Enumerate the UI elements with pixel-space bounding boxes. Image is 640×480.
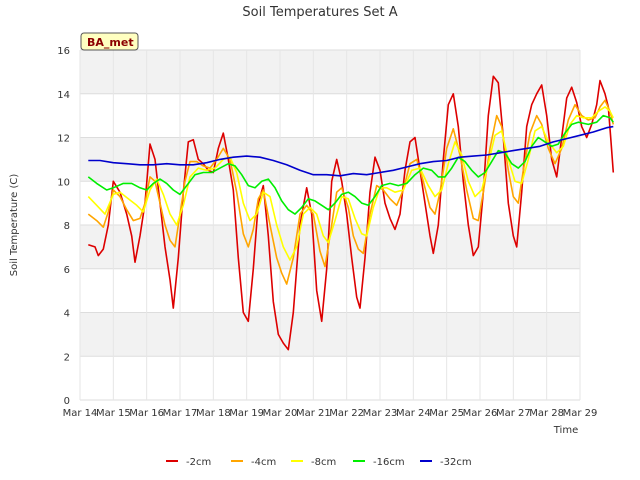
x-tick-label: Mar 22 — [329, 408, 364, 419]
plot-background — [79, 49, 581, 401]
legend-label: -2cm — [186, 457, 211, 468]
legend-item: -8cm — [291, 457, 336, 468]
badge-label: BA_met — [87, 36, 134, 49]
badge-box — [80, 32, 139, 51]
chart-title: Soil Temperatures Set A — [242, 5, 397, 20]
y-tick-label: 8 — [64, 221, 70, 232]
x-tick-label: Mar 20 — [263, 408, 298, 419]
legend: -2cm -4cm -8cm -16cm -32cm — [166, 457, 472, 468]
x-tick-label: Mar 27 — [496, 408, 531, 419]
y-tick-label: 12 — [57, 134, 70, 145]
x-tick-label: Mar 18 — [196, 408, 231, 419]
badge: BA_met — [80, 32, 139, 51]
y-tick-label: 0 — [64, 396, 70, 407]
y-axis-ticks: 0 2 4 6 8 10 12 14 16 — [57, 46, 70, 407]
x-tick-label: Mar 14 — [63, 408, 98, 419]
series-line-minus32cm — [88, 125, 614, 177]
x-axis-label: Time — [553, 425, 578, 436]
y-tick-label: 4 — [64, 309, 70, 320]
grid-band — [80, 312, 580, 357]
legend-label: -8cm — [311, 457, 336, 468]
y-tick-label: 16 — [57, 46, 70, 57]
y-tick-label: 14 — [57, 90, 70, 101]
legend-item: -32cm — [420, 457, 472, 468]
series-line-minus2cm — [88, 75, 615, 351]
legend-label: -16cm — [373, 457, 405, 468]
x-tick-label: Mar 16 — [129, 408, 164, 419]
x-tick-label: Mar 15 — [96, 408, 131, 419]
x-tick-label: Mar 25 — [429, 408, 464, 419]
legend-label: -32cm — [440, 457, 472, 468]
series-lines — [87, 75, 615, 351]
series-line-minus4cm — [87, 99, 615, 285]
legend-item: -2cm — [166, 457, 211, 468]
y-tick-label: 6 — [64, 265, 70, 276]
y-tick-label: 2 — [64, 352, 70, 363]
series-line-minus16cm — [87, 114, 614, 215]
x-tick-label: Mar 24 — [396, 408, 431, 419]
x-tick-label: Mar 17 — [163, 408, 198, 419]
x-tick-label: Mar 19 — [229, 408, 264, 419]
x-tick-label: Mar 28 — [529, 408, 564, 419]
x-tick-label: Mar 26 — [463, 408, 498, 419]
grid-band — [80, 137, 580, 182]
legend-item: -4cm — [231, 457, 276, 468]
y-tick-label: 10 — [57, 177, 70, 188]
x-tick-label: Mar 23 — [363, 408, 398, 419]
y-axis-label: Soil Temperature (C) — [9, 174, 20, 277]
legend-label: -4cm — [251, 457, 276, 468]
x-tick-label: Mar 21 — [296, 408, 331, 419]
legend-item: -16cm — [353, 457, 405, 468]
grid-band — [80, 50, 580, 94]
x-tick-label: Mar 29 — [563, 408, 598, 419]
